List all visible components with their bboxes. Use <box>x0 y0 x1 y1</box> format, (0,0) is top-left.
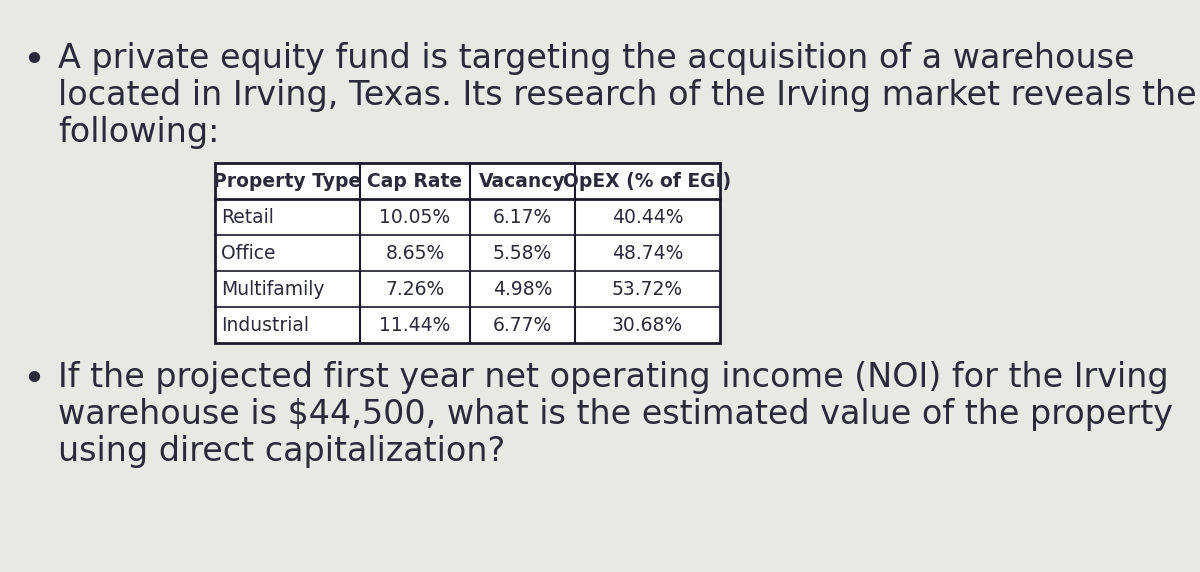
Text: Retail: Retail <box>221 208 274 227</box>
Text: OpEX (% of EGI): OpEX (% of EGI) <box>564 172 732 190</box>
Text: 40.44%: 40.44% <box>612 208 683 227</box>
Text: Cap Rate: Cap Rate <box>367 172 462 190</box>
Text: Office: Office <box>221 244 276 263</box>
Text: 48.74%: 48.74% <box>612 244 683 263</box>
Text: Vacancy: Vacancy <box>479 172 566 190</box>
Text: 11.44%: 11.44% <box>379 316 451 335</box>
Text: Industrial: Industrial <box>221 316 310 335</box>
Text: 4.98%: 4.98% <box>493 280 552 299</box>
Text: 10.05%: 10.05% <box>379 208 450 227</box>
Text: Property Type: Property Type <box>214 172 361 190</box>
Text: using direct capitalization?: using direct capitalization? <box>58 435 505 468</box>
Text: 6.77%: 6.77% <box>493 316 552 335</box>
Text: following:: following: <box>58 116 220 149</box>
Text: 7.26%: 7.26% <box>385 280 445 299</box>
Text: 6.17%: 6.17% <box>493 208 552 227</box>
Text: 53.72%: 53.72% <box>612 280 683 299</box>
Text: •: • <box>22 361 46 399</box>
Text: Multifamily: Multifamily <box>221 280 324 299</box>
Text: •: • <box>22 42 46 80</box>
Text: If the projected first year net operating income (NOI) for the Irving: If the projected first year net operatin… <box>58 361 1169 394</box>
Bar <box>215 163 720 343</box>
Text: 5.58%: 5.58% <box>493 244 552 263</box>
Text: warehouse is $44,500, what is the estimated value of the property: warehouse is $44,500, what is the estima… <box>58 398 1174 431</box>
Text: 30.68%: 30.68% <box>612 316 683 335</box>
Text: 8.65%: 8.65% <box>385 244 445 263</box>
Text: located in Irving, Texas. Its research of the Irving market reveals the: located in Irving, Texas. Its research o… <box>58 79 1196 112</box>
Text: A private equity fund is targeting the acquisition of a warehouse: A private equity fund is targeting the a… <box>58 42 1134 75</box>
